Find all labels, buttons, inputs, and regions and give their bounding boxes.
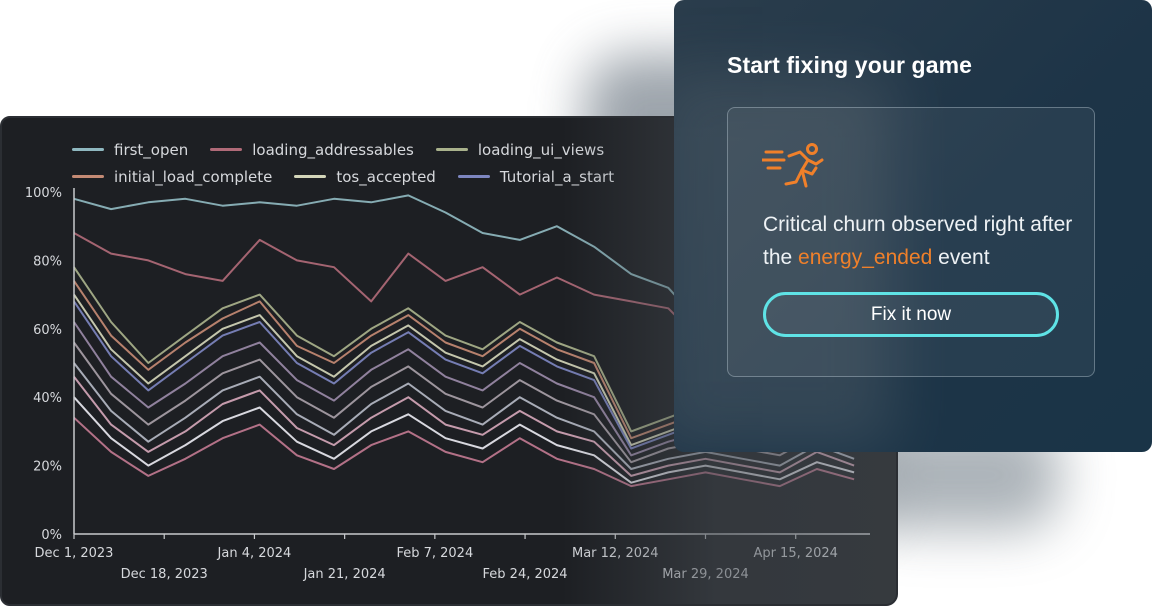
insight-text-suffix: event	[932, 246, 990, 269]
y-tick-label: 100%	[25, 186, 62, 201]
insight-text-prefix: Critical churn observed right after the	[763, 213, 1073, 269]
legend-label: loading_addressables	[252, 140, 414, 159]
churn-insight-card: Critical churn observed right after the …	[727, 107, 1095, 377]
running-person-icon	[762, 143, 824, 188]
legend-row: initial_load_complete tos_accepted Tutor…	[72, 163, 672, 190]
fix-game-panel: Start fixing your game Critical churn ob…	[674, 0, 1152, 452]
legend-row: first_open loading_addressables loading_…	[72, 136, 672, 163]
legend-item-initial-load-complete[interactable]: initial_load_complete	[72, 168, 272, 186]
x-axis-ticks: Dec 1, 2023 Dec 18, 2023 Jan 4, 2024 Jan 21…	[35, 534, 838, 582]
x-tick-label: Jan 21, 2024	[303, 567, 386, 582]
legend-label: Tutorial_a_start	[499, 167, 615, 186]
event-name-highlight: energy_ended	[798, 246, 933, 269]
churn-insight-text: Critical churn observed right after the …	[763, 208, 1083, 274]
y-axis-ticks: 0% 20% 40% 60% 80% 100%	[25, 186, 62, 543]
y-tick-label: 60%	[33, 323, 62, 338]
legend-swatch	[72, 175, 104, 178]
legend-swatch	[72, 148, 104, 151]
legend-label: loading_ui_views	[477, 140, 605, 159]
y-tick-label: 20%	[33, 460, 62, 475]
legend-label: first_open	[114, 140, 189, 159]
x-tick-label: Mar 12, 2024	[572, 546, 659, 561]
legend-label: tos_accepted	[336, 167, 436, 186]
legend-item-tos-accepted[interactable]: tos_accepted	[294, 167, 436, 186]
y-tick-label: 40%	[33, 391, 62, 406]
legend-item-loading-ui-views[interactable]: loading_ui_views	[435, 140, 605, 159]
panel-title: Start fixing your game	[727, 52, 973, 78]
x-tick-label: Feb 7, 2024	[396, 546, 473, 561]
x-tick-label: Jan 4, 2024	[217, 546, 292, 561]
legend-swatch	[457, 175, 490, 178]
x-tick-label: Feb 24, 2024	[483, 567, 568, 582]
x-tick-label: Dec 1, 2023	[35, 546, 114, 561]
legend-item-loading-addressables[interactable]: loading_addressables	[210, 141, 414, 159]
legend-item-first-open[interactable]: first_open	[72, 141, 188, 159]
y-tick-label: 80%	[33, 254, 62, 269]
x-tick-label: Apr 15, 2024	[753, 546, 838, 561]
x-tick-label: Mar 29, 2024	[662, 567, 749, 582]
chart-legend: first_open loading_addressables loading_…	[72, 136, 672, 190]
x-tick-label: Dec 18, 2023	[121, 567, 208, 582]
y-tick-label: 0%	[41, 528, 62, 543]
legend-item-tutorial-a-start[interactable]: Tutorial_a_start	[457, 167, 615, 186]
legend-label: initial_load_complete	[114, 167, 273, 186]
legend-swatch	[435, 148, 468, 151]
legend-swatch	[294, 175, 327, 178]
legend-swatch	[210, 148, 243, 151]
fix-it-now-button[interactable]: Fix it now	[763, 292, 1059, 337]
